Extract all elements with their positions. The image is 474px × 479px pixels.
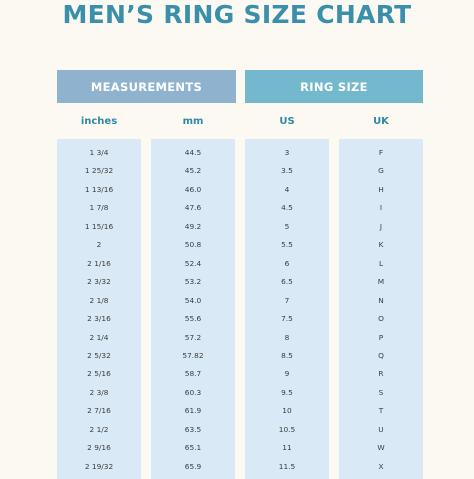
column-header-us: US [279, 116, 295, 127]
inches-cell: 2 1/2 [89, 424, 109, 434]
us-cell: 7 [284, 295, 290, 305]
uk-cell: R [378, 369, 384, 379]
inches-cell: 2 7/16 [87, 406, 111, 416]
us-cell: 10.5 [278, 424, 296, 434]
inches-column: 1 3/4 1 25/32 1 13/16 1 7/8 1 15/16 2 2 1/16 2 … [57, 139, 141, 479]
mm-cell: 61.9 [184, 406, 202, 416]
mm-cell: 49.2 [184, 221, 202, 231]
page-title: MEN’S RING SIZE CHART [62, 0, 412, 29]
uk-cell: O [378, 314, 384, 324]
inches-cell: 2 [96, 240, 102, 250]
mm-cell: 65.1 [184, 443, 202, 453]
mm-cell: 55.6 [184, 314, 202, 324]
us-cell: 4 [284, 184, 290, 194]
us-cell: 6 [284, 258, 290, 268]
inches-cell: 1 15/16 [84, 221, 114, 231]
mm-cell: 65.9 [184, 461, 202, 471]
us-cell: 11 [282, 443, 292, 453]
us-cell: 6.5 [281, 277, 293, 287]
uk-cell: M [377, 277, 385, 287]
mm-cell: 54.0 [184, 295, 202, 305]
mm-cell: 58.7 [184, 369, 202, 379]
uk-cell: U [378, 424, 384, 434]
inches-cell: 2 1/4 [89, 332, 109, 342]
column-header-inches: inches [80, 116, 118, 127]
ring-size-header: RING SIZE [245, 70, 423, 103]
mm-cell: 57.2 [184, 332, 202, 342]
mm-cell: 60.3 [184, 387, 202, 397]
us-cell: 9.5 [281, 387, 293, 397]
mm-cell: 46.0 [184, 184, 202, 194]
inches-cell: 2 1/16 [87, 258, 111, 268]
us-cell: 5 [284, 221, 290, 231]
mm-cell: 47.6 [184, 203, 202, 213]
uk-cell: L [378, 258, 384, 268]
inches-cell: 2 9/16 [87, 443, 111, 453]
uk-cell: T [378, 406, 384, 416]
us-cell: 5.5 [281, 240, 293, 250]
column-header-mm: mm [182, 116, 204, 127]
mm-cell: 50.8 [184, 240, 202, 250]
mm-cell: 52.4 [184, 258, 202, 268]
inches-cell: 2 3/8 [89, 387, 109, 397]
us-cell: 9 [284, 369, 290, 379]
uk-cell: N [378, 295, 384, 305]
uk-cell: P [378, 332, 384, 342]
inches-cell: 1 25/32 [84, 166, 114, 176]
measurements-header: MEASUREMENTS [57, 70, 236, 103]
mm-column: 44.5 45.2 46.0 47.6 49.2 50.8 52.4 53.2 54.0 55.6… [151, 139, 235, 479]
inches-cell: 2 5/32 [87, 350, 111, 360]
mm-cell: 53.2 [184, 277, 202, 287]
us-column: 3 3.5 4 4.5 5 5.5 6 6.5 7 7.5 8 8.5 9 9.5 10 10.5 11 11.5 [245, 139, 329, 479]
us-cell: 8 [284, 332, 290, 342]
inches-cell: 2 3/16 [87, 314, 111, 324]
inches-cell: 2 1/8 [89, 295, 109, 305]
inches-cell: 1 7/8 [89, 203, 109, 213]
us-cell: 8.5 [281, 350, 293, 360]
uk-cell: K [378, 240, 384, 250]
uk-cell: J [379, 221, 383, 231]
uk-cell: I [379, 203, 383, 213]
column-header-uk: UK [373, 116, 389, 127]
inches-cell: 2 3/32 [87, 277, 111, 287]
us-cell: 7.5 [281, 314, 293, 324]
us-cell: 3 [284, 148, 290, 157]
uk-cell: X [378, 461, 384, 471]
mm-cell: 57.82 [182, 350, 204, 360]
us-cell: 10 [282, 406, 292, 416]
inches-cell: 2 5/16 [87, 369, 111, 379]
uk-cell: Q [378, 350, 384, 360]
us-cell: 4.5 [281, 203, 293, 213]
mm-cell: 44.5 [184, 148, 202, 157]
inches-cell: 1 13/16 [84, 184, 114, 194]
uk-cell: W [377, 443, 385, 453]
inches-cell: 1 3/4 [89, 148, 109, 157]
inches-cell: 2 19/32 [84, 461, 114, 471]
uk-cell: S [378, 387, 384, 397]
uk-cell: H [378, 184, 384, 194]
mm-cell: 63.5 [184, 424, 202, 434]
us-cell: 11.5 [278, 461, 296, 471]
uk-cell: G [378, 166, 384, 176]
mm-cell: 45.2 [184, 166, 202, 176]
us-cell: 3.5 [281, 166, 293, 176]
uk-cell: F [378, 148, 384, 157]
